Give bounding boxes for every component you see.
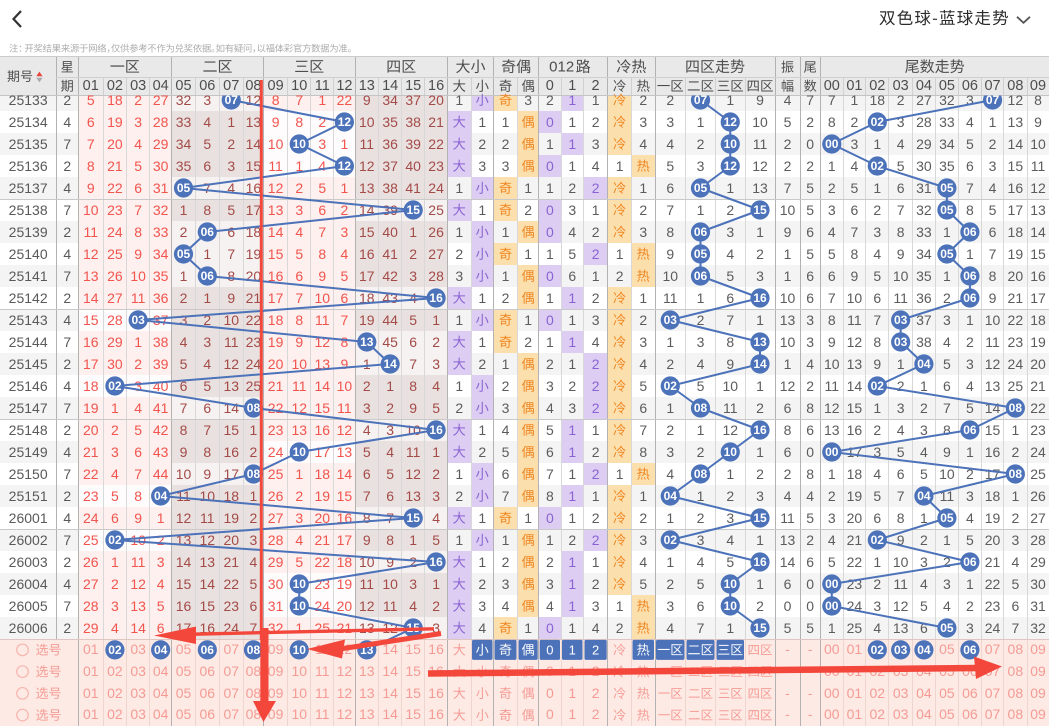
svg-text:06: 06 <box>201 225 215 239</box>
svg-text:08: 08 <box>247 467 261 481</box>
svg-text:04: 04 <box>917 489 931 503</box>
svg-text:15: 15 <box>407 511 421 525</box>
svg-text:15: 15 <box>753 621 767 635</box>
svg-text:10: 10 <box>293 445 307 459</box>
svg-text:03: 03 <box>894 313 908 327</box>
svg-text:02: 02 <box>871 643 885 657</box>
svg-text:13: 13 <box>753 335 767 349</box>
svg-text:05: 05 <box>694 247 708 261</box>
svg-text:04: 04 <box>154 489 168 503</box>
svg-text:06: 06 <box>201 269 215 283</box>
svg-text:08: 08 <box>694 467 708 481</box>
svg-text:05: 05 <box>177 181 191 195</box>
svg-text:16: 16 <box>429 555 443 569</box>
svg-text:03: 03 <box>664 313 678 327</box>
svg-text:15: 15 <box>753 511 767 525</box>
svg-text:00: 00 <box>825 445 839 459</box>
svg-text:16: 16 <box>429 423 443 437</box>
svg-text:16: 16 <box>753 555 767 569</box>
svg-text:07: 07 <box>986 93 1000 107</box>
svg-text:06: 06 <box>963 225 977 239</box>
svg-text:07: 07 <box>694 93 708 107</box>
svg-text:10: 10 <box>724 577 738 591</box>
svg-text:10: 10 <box>293 643 307 657</box>
svg-text:14: 14 <box>753 357 767 371</box>
svg-text:1: 1 <box>569 642 576 657</box>
svg-text:10: 10 <box>724 599 738 613</box>
svg-text:04: 04 <box>917 357 931 371</box>
svg-text:08: 08 <box>247 643 261 657</box>
svg-text:03: 03 <box>131 313 145 327</box>
svg-text:06: 06 <box>963 291 977 305</box>
svg-text:16: 16 <box>429 291 443 305</box>
svg-text:05: 05 <box>940 621 954 635</box>
svg-text:06: 06 <box>963 423 977 437</box>
svg-text:00: 00 <box>825 137 839 151</box>
svg-text:12: 12 <box>338 115 352 129</box>
svg-text:10: 10 <box>724 445 738 459</box>
svg-text:08: 08 <box>1009 467 1023 481</box>
svg-text:10: 10 <box>724 137 738 151</box>
svg-text:08: 08 <box>247 401 261 415</box>
svg-text:02: 02 <box>871 159 885 173</box>
svg-text:00: 00 <box>825 577 839 591</box>
svg-text:15: 15 <box>407 203 421 217</box>
svg-text:06: 06 <box>963 643 977 657</box>
svg-text:05: 05 <box>940 203 954 217</box>
svg-text:012: 012 <box>549 59 574 76</box>
svg-text:06: 06 <box>201 643 215 657</box>
svg-text:10: 10 <box>293 577 307 591</box>
svg-text:06: 06 <box>694 269 708 283</box>
svg-text:12: 12 <box>724 159 738 173</box>
svg-text:02: 02 <box>664 533 678 547</box>
svg-text:02: 02 <box>871 379 885 393</box>
svg-text:05: 05 <box>694 181 708 195</box>
svg-text:07: 07 <box>225 93 239 107</box>
svg-text:00: 00 <box>825 599 839 613</box>
svg-text:10: 10 <box>293 599 307 613</box>
svg-text:02: 02 <box>108 379 122 393</box>
svg-text:06: 06 <box>694 225 708 239</box>
svg-text:05: 05 <box>940 247 954 261</box>
svg-text:02: 02 <box>871 115 885 129</box>
svg-text:13: 13 <box>360 335 374 349</box>
svg-text:02: 02 <box>664 379 678 393</box>
svg-text:03: 03 <box>894 335 908 349</box>
svg-text:2: 2 <box>592 642 599 657</box>
svg-text:16: 16 <box>753 291 767 305</box>
svg-text:05: 05 <box>940 181 954 195</box>
svg-text:03: 03 <box>894 643 908 657</box>
svg-text:10: 10 <box>293 137 307 151</box>
svg-text:05: 05 <box>177 247 191 261</box>
svg-text:02: 02 <box>108 643 122 657</box>
svg-text:05: 05 <box>940 511 954 525</box>
svg-text:08: 08 <box>1009 401 1023 415</box>
svg-text:02: 02 <box>108 533 122 547</box>
svg-text:04: 04 <box>917 643 931 657</box>
svg-text:06: 06 <box>963 555 977 569</box>
svg-text:0: 0 <box>546 642 553 657</box>
svg-text:02: 02 <box>871 533 885 547</box>
svg-text:14: 14 <box>383 357 397 371</box>
svg-text:06: 06 <box>963 269 977 283</box>
svg-text:04: 04 <box>154 643 168 657</box>
svg-text:04: 04 <box>664 489 678 503</box>
svg-text:08: 08 <box>694 401 708 415</box>
svg-text:16: 16 <box>753 423 767 437</box>
svg-text:12: 12 <box>724 115 738 129</box>
svg-text:15: 15 <box>753 203 767 217</box>
svg-text:12: 12 <box>338 159 352 173</box>
